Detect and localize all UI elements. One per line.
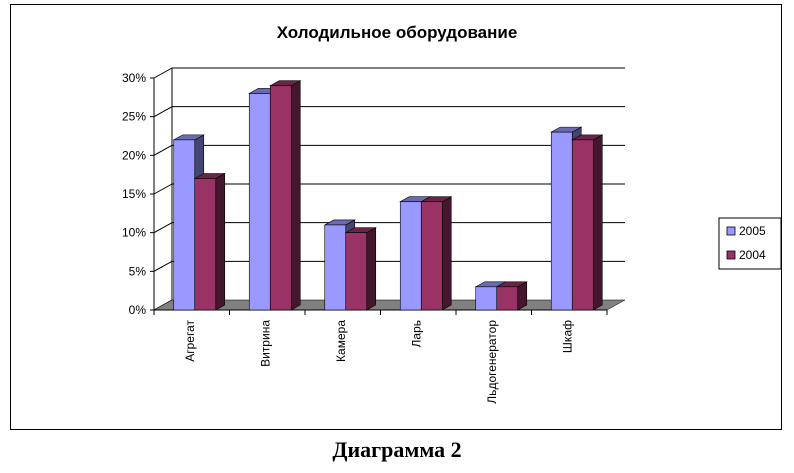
bar-side [592, 134, 603, 311]
legend-swatch-2005 [726, 226, 736, 236]
y-tick-label: 30% [122, 71, 146, 85]
bar-front [399, 201, 422, 311]
y-tick-label: 0% [129, 303, 147, 317]
x-tick-label: Камера [334, 320, 348, 362]
gridline-side [153, 183, 173, 195]
y-tick-label: 20% [122, 148, 146, 162]
bar-2004-Камера [344, 227, 377, 311]
label-layer: 0% 5% 10% 15% 20% 25% 30% Агрегат Витрина Камера Л… [122, 71, 574, 404]
bar-2004-Агрегат [193, 173, 226, 311]
gridline-side [153, 144, 173, 156]
bar-front [571, 139, 594, 311]
y-tick-label: 25% [122, 110, 146, 124]
chart-frame: Холодильное оборудование 0% 5% 10% 15% 20% 25… [10, 4, 782, 430]
figure-caption: Диаграмма 2 [332, 437, 462, 462]
legend: 2005 2004 [718, 217, 782, 270]
legend-box [718, 217, 782, 270]
bar-2004-Витрина [269, 80, 302, 311]
bar-side [215, 173, 226, 311]
legend-label-2004: 2004 [739, 248, 766, 262]
y-tick-label: 10% [122, 226, 146, 240]
gridline-side [153, 222, 173, 234]
gridline-side [153, 260, 173, 272]
x-tick-label: Агрегат [183, 319, 197, 361]
x-tick-label: Ларь [409, 320, 423, 347]
bar-2004-Ларь [420, 196, 453, 311]
bar-side [290, 80, 301, 311]
bar-front [194, 178, 217, 311]
bar-front [269, 85, 292, 311]
bar-front [324, 224, 347, 311]
bar-front [345, 232, 368, 311]
bar-2004-Шкаф [571, 134, 604, 311]
bar-side [366, 227, 377, 311]
chart-svg: Холодильное оборудование 0% 5% 10% 15% 20% 25… [122, 23, 782, 404]
bar-front [248, 93, 271, 311]
x-tick-label: Льдогенератор [485, 320, 499, 404]
bar-front [173, 139, 196, 311]
gridline-side [153, 106, 173, 118]
bar-front [550, 131, 573, 311]
bar-front [475, 286, 498, 311]
bar-layer [172, 80, 604, 311]
x-tick-label: Витрина [258, 320, 272, 367]
chart-title: Холодильное оборудование [277, 23, 518, 42]
legend-label-2005: 2005 [739, 224, 766, 238]
legend-swatch-2004 [726, 250, 736, 260]
bar-side [441, 196, 452, 311]
bar-2004-Льдогенератор [495, 281, 528, 311]
bar-front [496, 286, 519, 311]
gridline-side [153, 67, 173, 79]
y-tick-label: 5% [129, 264, 147, 278]
y-tick-label: 15% [122, 187, 146, 201]
x-tick-label: Шкаф [560, 320, 574, 353]
bar-front [420, 201, 443, 311]
